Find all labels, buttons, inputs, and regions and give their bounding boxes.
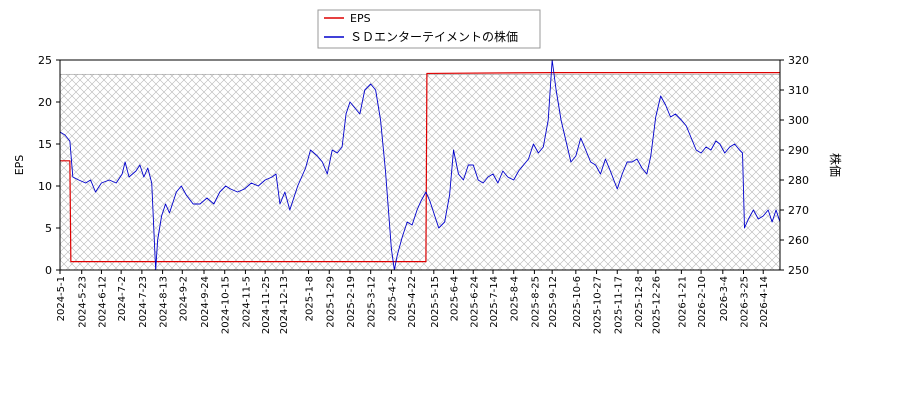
right-axis: 250 260 270 280 290 300 310 320 xyxy=(780,54,809,277)
x-tick-label: 2025-10-27 xyxy=(593,276,604,334)
x-tick-label: 2025-9-12 xyxy=(548,276,559,328)
right-tick-label: 250 xyxy=(788,264,809,277)
x-tick-label: 2026-3-25 xyxy=(740,276,751,328)
left-tick-label: 20 xyxy=(38,96,52,109)
left-tick-label: 0 xyxy=(45,264,52,277)
plot-frame xyxy=(59,59,781,271)
x-tick-label: 2025-8-4 xyxy=(510,276,521,321)
x-tick-label: 2024-9-24 xyxy=(200,276,211,328)
legend-label-price: ＳＤエンターテイメントの株価 xyxy=(350,29,518,44)
legend: EPS ＳＤエンターテイメントの株価 xyxy=(317,9,541,49)
right-tick-label: 320 xyxy=(788,54,809,67)
x-axis: 2024-5-1 2024-5-23 2024-6-12 2024-7-2 2024-7… xyxy=(56,270,770,334)
x-tick-label: 2026-3-4 xyxy=(719,276,730,321)
x-tick-label: 2025-6-24 xyxy=(469,276,480,328)
x-tick-label: 2025-1-8 xyxy=(305,276,316,321)
hatched-region xyxy=(59,73,781,271)
x-tick-label: 2025-10-6 xyxy=(572,276,583,328)
x-tick-label: 2025-12-26 xyxy=(652,276,663,334)
x-tick-label: 2026-2-10 xyxy=(697,276,708,328)
x-tick-label: 2024-6-12 xyxy=(97,276,108,328)
right-tick-label: 290 xyxy=(788,144,809,157)
x-tick-label: 2025-4-2 xyxy=(387,276,398,321)
x-tick-label: 2025-5-15 xyxy=(430,276,441,328)
left-tick-label: 15 xyxy=(38,138,52,151)
x-tick-label: 2024-9-2 xyxy=(178,276,189,321)
x-tick-label: 2025-7-14 xyxy=(489,276,500,328)
x-tick-label: 2025-8-25 xyxy=(530,276,541,328)
x-tick-label: 2025-4-22 xyxy=(407,276,418,328)
right-tick-label: 280 xyxy=(788,174,809,187)
left-axis-label: EPS xyxy=(13,155,26,176)
x-tick-label: 2024-7-2 xyxy=(117,276,128,321)
right-tick-label: 300 xyxy=(788,114,809,127)
x-tick-label: 2024-11-5 xyxy=(241,276,252,328)
right-tick-label: 270 xyxy=(788,204,809,217)
legend-box xyxy=(317,9,541,49)
left-tick-label: 5 xyxy=(45,222,52,235)
x-tick-label: 2024-7-23 xyxy=(138,276,149,328)
left-tick-label: 25 xyxy=(38,54,52,67)
right-tick-label: 310 xyxy=(788,84,809,97)
x-tick-label: 2024-8-13 xyxy=(159,276,170,328)
legend-label-eps: EPS xyxy=(350,12,371,25)
x-tick-label: 2024-5-23 xyxy=(78,276,89,328)
x-tick-label: 2025-11-17 xyxy=(613,276,624,334)
left-tick-label: 10 xyxy=(38,180,52,193)
right-axis-label: 株価 xyxy=(828,153,843,177)
series-layer xyxy=(59,59,781,271)
x-tick-label: 2025-12-8 xyxy=(634,276,645,328)
x-tick-label: 2026-1-21 xyxy=(677,276,688,328)
x-tick-label: 2024-12-13 xyxy=(279,276,290,334)
x-tick-label: 2024-5-1 xyxy=(56,276,67,321)
right-tick-label: 260 xyxy=(788,234,809,247)
left-axis: 0 5 10 15 20 25 xyxy=(38,54,60,277)
x-tick-label: 2025-1-29 xyxy=(325,276,336,328)
x-tick-label: 2026-4-14 xyxy=(759,276,770,328)
x-tick-label: 2025-2-19 xyxy=(346,276,357,328)
x-tick-label: 2024-11-25 xyxy=(261,276,272,334)
price-series-line xyxy=(59,59,781,271)
x-tick-label: 2025-6-4 xyxy=(450,276,461,321)
x-tick-label: 2024-10-15 xyxy=(221,276,232,334)
eps-series-line xyxy=(60,71,780,263)
x-tick-label: 2025-3-12 xyxy=(367,276,378,328)
